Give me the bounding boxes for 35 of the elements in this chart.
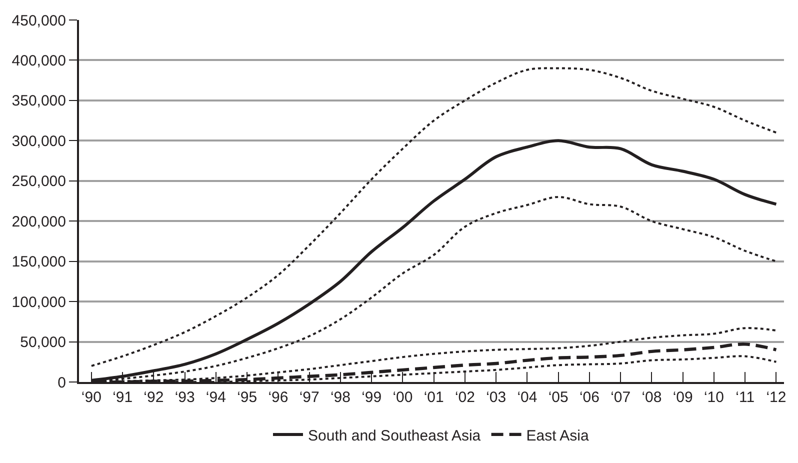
x-tick-label: ‘00 (392, 389, 413, 406)
x-tick-label: ‘01 (424, 389, 444, 406)
x-tick-label: ‘90 (81, 389, 102, 406)
x-tick-label: ‘02 (454, 389, 475, 406)
x-tick-label: ‘09 (672, 389, 693, 406)
x-tick-label: ‘10 (704, 389, 724, 406)
y-tick-label: 50,000 (20, 334, 66, 352)
y-tick-label: 200,000 (12, 213, 66, 230)
legend-label: South and Southeast Asia (308, 427, 482, 444)
y-tick-label: 450,000 (12, 12, 66, 30)
x-tick-label: ‘05 (548, 389, 568, 406)
x-tick-label: ‘11 (736, 389, 755, 406)
x-tick-label: ‘03 (486, 389, 506, 406)
x-tick-label: ‘94 (206, 389, 226, 406)
x-tick-label: ‘91 (112, 389, 133, 406)
x-tick-label: ‘07 (610, 389, 631, 406)
y-tick-label: 150,000 (12, 254, 66, 271)
y-tick-label: 300,000 (12, 132, 66, 150)
x-tick-label: ‘97 (299, 389, 320, 406)
legend-label: East Asia (526, 427, 590, 444)
x-tick-label: ‘99 (362, 389, 382, 406)
x-tick-label: ‘93 (174, 389, 195, 406)
y-tick-label: 250,000 (12, 173, 66, 190)
x-tick-label: ‘98 (330, 389, 350, 406)
x-tick-label: ‘04 (517, 389, 538, 406)
x-tick-label: ‘06 (579, 389, 600, 406)
x-tick-label: ‘12 (766, 389, 786, 406)
x-tick-label: ‘95 (237, 389, 258, 406)
y-tick-label: 0 (58, 374, 66, 392)
y-tick-label: 100,000 (12, 294, 66, 311)
x-tick-label: ‘08 (642, 389, 662, 406)
y-tick-label: 350,000 (12, 92, 66, 110)
x-tick-label: ‘92 (144, 389, 164, 406)
y-tick-label: 400,000 (12, 52, 66, 70)
x-tick-label: ‘96 (268, 389, 288, 406)
